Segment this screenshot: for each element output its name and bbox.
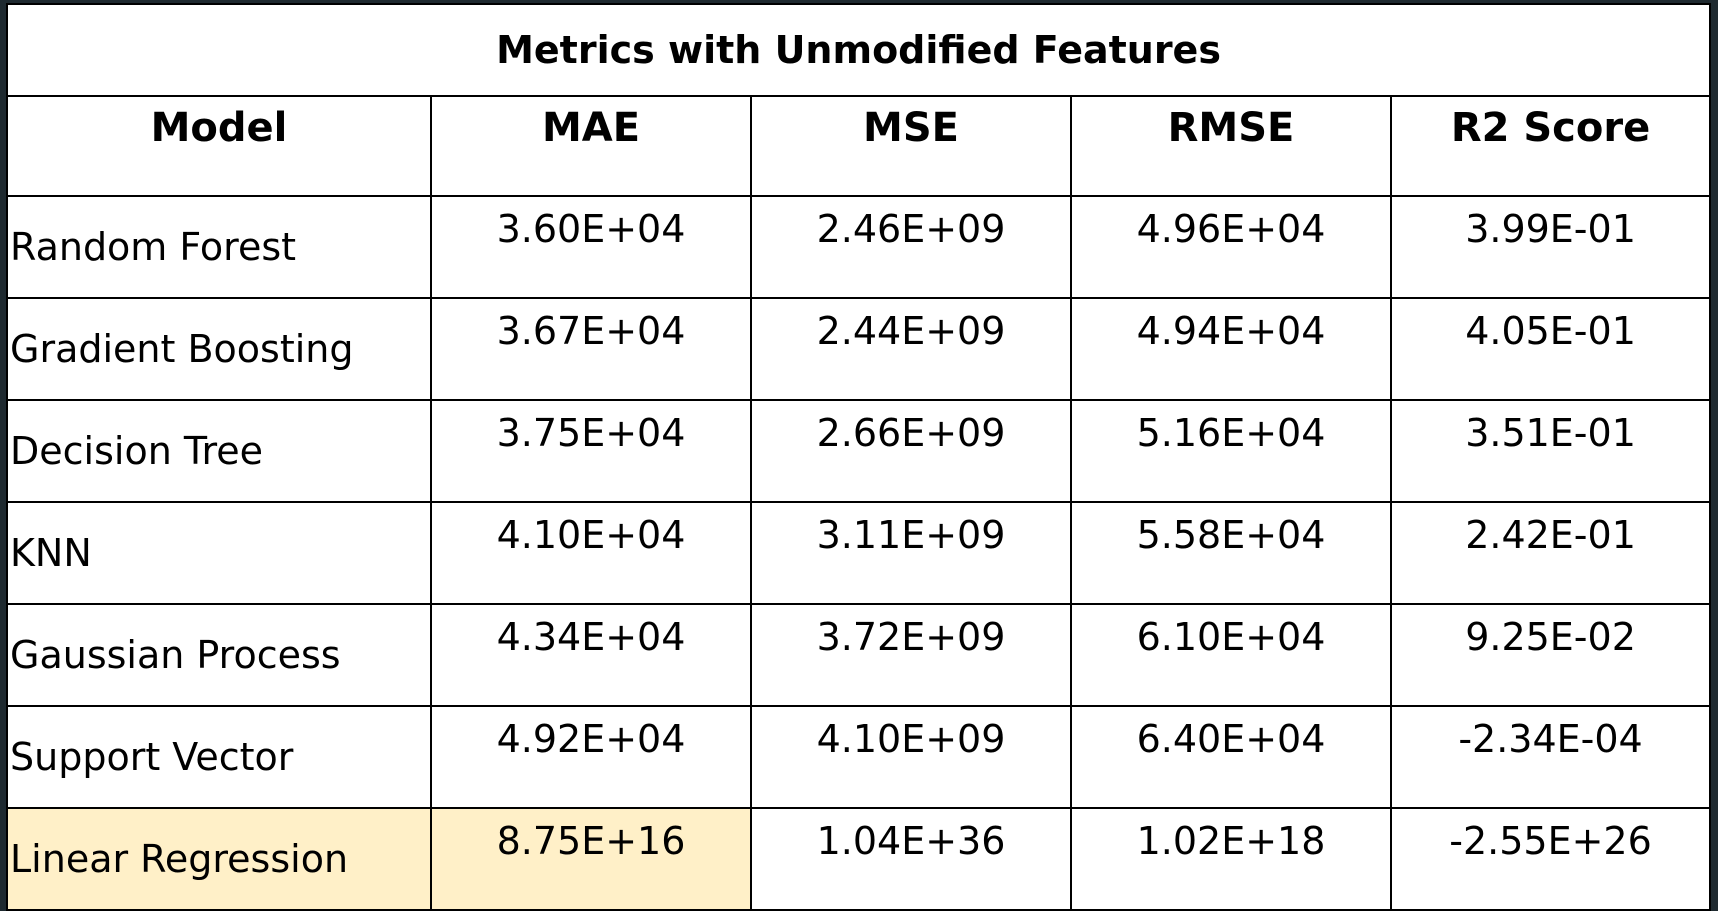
mse-value: 3.11E+09 [750,501,1072,605]
table-row: Linear Regression 8.75E+16 1.04E+36 1.02… [6,807,1712,911]
table-row: Gaussian Process 4.34E+04 3.72E+09 6.10E… [6,603,1712,707]
mae-value: 4.10E+04 [430,501,752,605]
model-name: Gradient Boosting [6,297,432,401]
header-mse: MSE [750,95,1072,197]
slide-background: Metrics with Unmodified Features Model M… [5,3,1712,911]
header-r2: R2 Score [1389,95,1712,197]
mse-value: 2.66E+09 [750,399,1072,503]
mse-value: 2.44E+09 [750,297,1072,401]
model-name: Gaussian Process [6,603,432,707]
r2-value: 2.42E-01 [1389,501,1712,605]
r2-value: 3.51E-01 [1389,399,1712,503]
header-row: Model MAE MSE RMSE R2 Score [6,95,1712,197]
r2-value: 9.25E-02 [1389,603,1712,707]
mae-value: 3.75E+04 [430,399,752,503]
table-title: Metrics with Unmodified Features [5,3,1712,97]
mse-value: 2.46E+09 [750,195,1072,299]
mse-value: 1.04E+36 [750,807,1072,911]
model-name: Support Vector [6,705,432,809]
header-mae: MAE [430,95,752,197]
r2-value: 4.05E-01 [1389,297,1712,401]
model-name: KNN [6,501,432,605]
table-row: KNN 4.10E+04 3.11E+09 5.58E+04 2.42E-01 [6,501,1712,605]
metrics-table: Metrics with Unmodified Features Model M… [5,3,1712,911]
model-name: Random Forest [6,195,432,299]
header-rmse: RMSE [1070,95,1392,197]
rmse-value: 1.02E+18 [1070,807,1392,911]
rmse-value: 5.16E+04 [1070,399,1392,503]
r2-value: 3.99E-01 [1389,195,1712,299]
table-row: Support Vector 4.92E+04 4.10E+09 6.40E+0… [6,705,1712,809]
mse-value: 4.10E+09 [750,705,1072,809]
rmse-value: 4.96E+04 [1070,195,1392,299]
table-row: Random Forest 3.60E+04 2.46E+09 4.96E+04… [6,195,1712,299]
header-model: Model [6,95,432,197]
mae-value-highlighted: 8.75E+16 [430,807,752,911]
rmse-value: 6.40E+04 [1070,705,1392,809]
r2-value: -2.34E-04 [1389,705,1712,809]
model-name-highlighted: Linear Regression [6,807,432,911]
mse-value: 3.72E+09 [750,603,1072,707]
r2-value: -2.55E+26 [1389,807,1712,911]
title-row: Metrics with Unmodified Features [5,3,1712,97]
rmse-value: 6.10E+04 [1070,603,1392,707]
table-row: Decision Tree 3.75E+04 2.66E+09 5.16E+04… [6,399,1712,503]
mae-value: 3.60E+04 [430,195,752,299]
mae-value: 3.67E+04 [430,297,752,401]
table-row: Gradient Boosting 3.67E+04 2.44E+09 4.94… [6,297,1712,401]
rmse-value: 5.58E+04 [1070,501,1392,605]
mae-value: 4.34E+04 [430,603,752,707]
mae-value: 4.92E+04 [430,705,752,809]
model-name: Decision Tree [6,399,432,503]
rmse-value: 4.94E+04 [1070,297,1392,401]
